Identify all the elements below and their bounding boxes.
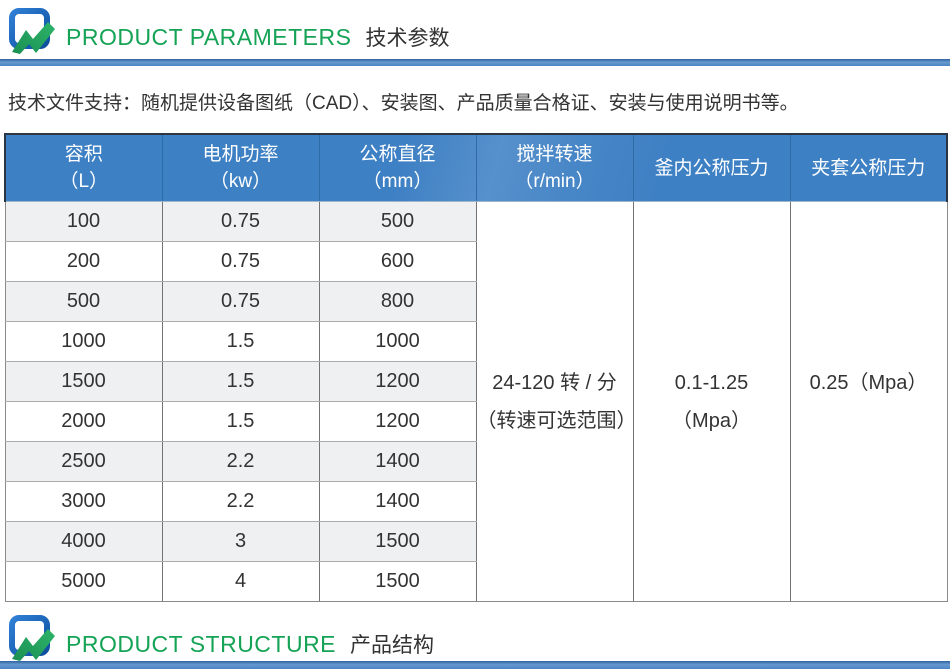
section-title: PRODUCT STRUCTURE 产品结构: [66, 629, 434, 659]
col-header-line: （L）: [59, 171, 109, 192]
merged-cell-kettle-pressure: 0.1-1.25 （Mpa）: [633, 201, 791, 602]
table-row: 4000 3 1500: [4, 521, 947, 562]
col-header-nominal-diameter: 公称直径 （mm）: [319, 133, 477, 202]
parameters-table: 容积 （L） 电机功率 （kw） 公称直径 （mm） 搅拌转速 （r/min） …: [4, 133, 948, 602]
merged-cell-stirring-speed: 24-120 转 / 分 （转速可选范围）: [476, 201, 637, 602]
blue-divider-bar: [0, 59, 950, 66]
table-row: 500 0.75 800: [4, 281, 947, 322]
table-cell: 1500: [319, 521, 477, 562]
table-row: 100 0.75 500 24-120 转 / 分（转速可选范围） 0.1-1.25 （M…: [4, 201, 948, 602]
monitor-pulse-arrow-icon: [9, 615, 55, 661]
blue-divider-bar: [0, 661, 950, 669]
table-cell: 4000: [4, 521, 163, 562]
col-header-line: 夹套公称压力: [811, 157, 926, 179]
table-row: 5000 4 1500: [4, 561, 947, 602]
table-cell: 4: [162, 561, 320, 602]
col-header-line: 电机功率: [202, 144, 279, 165]
table-cell: 500: [319, 201, 477, 242]
table-cell: 1000: [319, 321, 477, 362]
table-cell: 1200: [319, 361, 477, 402]
table-row: 1000 1.5 1000: [4, 321, 947, 362]
col-header-motor-power: 电机功率 （kw）: [162, 133, 320, 202]
table-cell: 3: [162, 521, 320, 562]
table-cell: 2.2: [162, 441, 320, 482]
section-header-parameters: PRODUCT PARAMETERS 技术参数: [8, 8, 449, 56]
table-cell: 0.75: [162, 281, 320, 322]
table-cell: 1500: [319, 561, 477, 602]
table-cell: 1000: [4, 321, 163, 362]
section-title-en: PRODUCT STRUCTURE: [66, 631, 337, 657]
table-cell: 0.75: [162, 241, 320, 282]
table-cell: 600: [319, 241, 477, 282]
col-header-volume: 容积 （L）: [4, 133, 163, 202]
table-cell: 1.5: [162, 321, 320, 362]
table-cell: 500: [4, 281, 163, 322]
table-cell: 1200: [319, 401, 477, 442]
table-body: 100 0.75 500 24-120 转 / 分（转速可选范围） 0.1-1.25 （M…: [4, 201, 948, 602]
merged-cell-line: （Mpa）: [672, 409, 751, 432]
table-row: 2000 1.5 1200: [4, 401, 947, 442]
table-cell: 0.75: [162, 201, 320, 242]
col-header-line: 搅拌转速: [516, 144, 593, 165]
col-header-line: 容积: [64, 144, 103, 165]
tech-docs-note: 技术文件支持：随机提供设备图纸（CAD）、安装图、产品质量合格证、安装与使用说明…: [8, 93, 799, 114]
table-cell: 2.2: [162, 481, 320, 522]
table-row: 3000 2.2 1400: [4, 481, 947, 522]
table-cell: 1.5: [162, 401, 320, 442]
col-header-line: 釜内公称压力: [654, 157, 769, 179]
table-cell: 5000: [4, 561, 163, 602]
col-header-stirring-speed: 搅拌转速 （r/min）: [476, 133, 634, 202]
table-cell: 800: [319, 281, 477, 322]
col-header-line: 公称直径: [359, 144, 436, 165]
col-header-line: （r/min）: [514, 171, 595, 192]
table-cell: 2000: [4, 401, 163, 442]
table-cell: 2500: [4, 441, 163, 482]
section-header-structure: PRODUCT STRUCTURE 产品结构: [8, 615, 434, 663]
merged-cell-line: 24-120 转 / 分: [492, 371, 617, 394]
table-cell: 1400: [319, 481, 477, 522]
table-header-row: 容积 （L） 电机功率 （kw） 公称直径 （mm） 搅拌转速 （r/min） …: [4, 133, 948, 202]
merged-cell-line: （转速可选范围）: [476, 409, 637, 432]
table-row: 2500 2.2 1400: [4, 441, 947, 482]
col-header-line: （kw）: [209, 171, 272, 192]
table-row: 1500 1.5 1200: [4, 361, 947, 402]
col-header-kettle-pressure: 釜内公称压力: [633, 133, 791, 202]
merged-cell-line: 0.25（Mpa）: [809, 371, 928, 394]
table-row: 200 0.75 600: [4, 241, 947, 282]
merged-cell-line: 0.1-1.25: [674, 371, 749, 394]
section-title-zh: 产品结构: [350, 634, 435, 657]
section-title: PRODUCT PARAMETERS 技术参数: [66, 22, 449, 52]
table-cell: 1400: [319, 441, 477, 482]
parameters-table-wrap: 容积 （L） 电机功率 （kw） 公称直径 （mm） 搅拌转速 （r/min） …: [4, 133, 948, 602]
table-cell: 3000: [4, 481, 163, 522]
section-title-zh: 技术参数: [365, 27, 450, 50]
merged-cell-line: [791, 402, 947, 440]
table-cell: 200: [4, 241, 163, 282]
section-title-en: PRODUCT PARAMETERS: [66, 24, 352, 50]
col-header-jacket-pressure: 夹套公称压力: [790, 133, 948, 202]
table-cell: 100: [4, 201, 163, 242]
merged-cell-jacket-pressure: 0.25（Mpa）: [790, 201, 948, 602]
table-cell: 1.5: [162, 361, 320, 402]
monitor-pulse-arrow-icon: [9, 8, 55, 54]
col-header-line: （mm）: [362, 171, 433, 192]
table-cell: 1500: [4, 361, 163, 402]
